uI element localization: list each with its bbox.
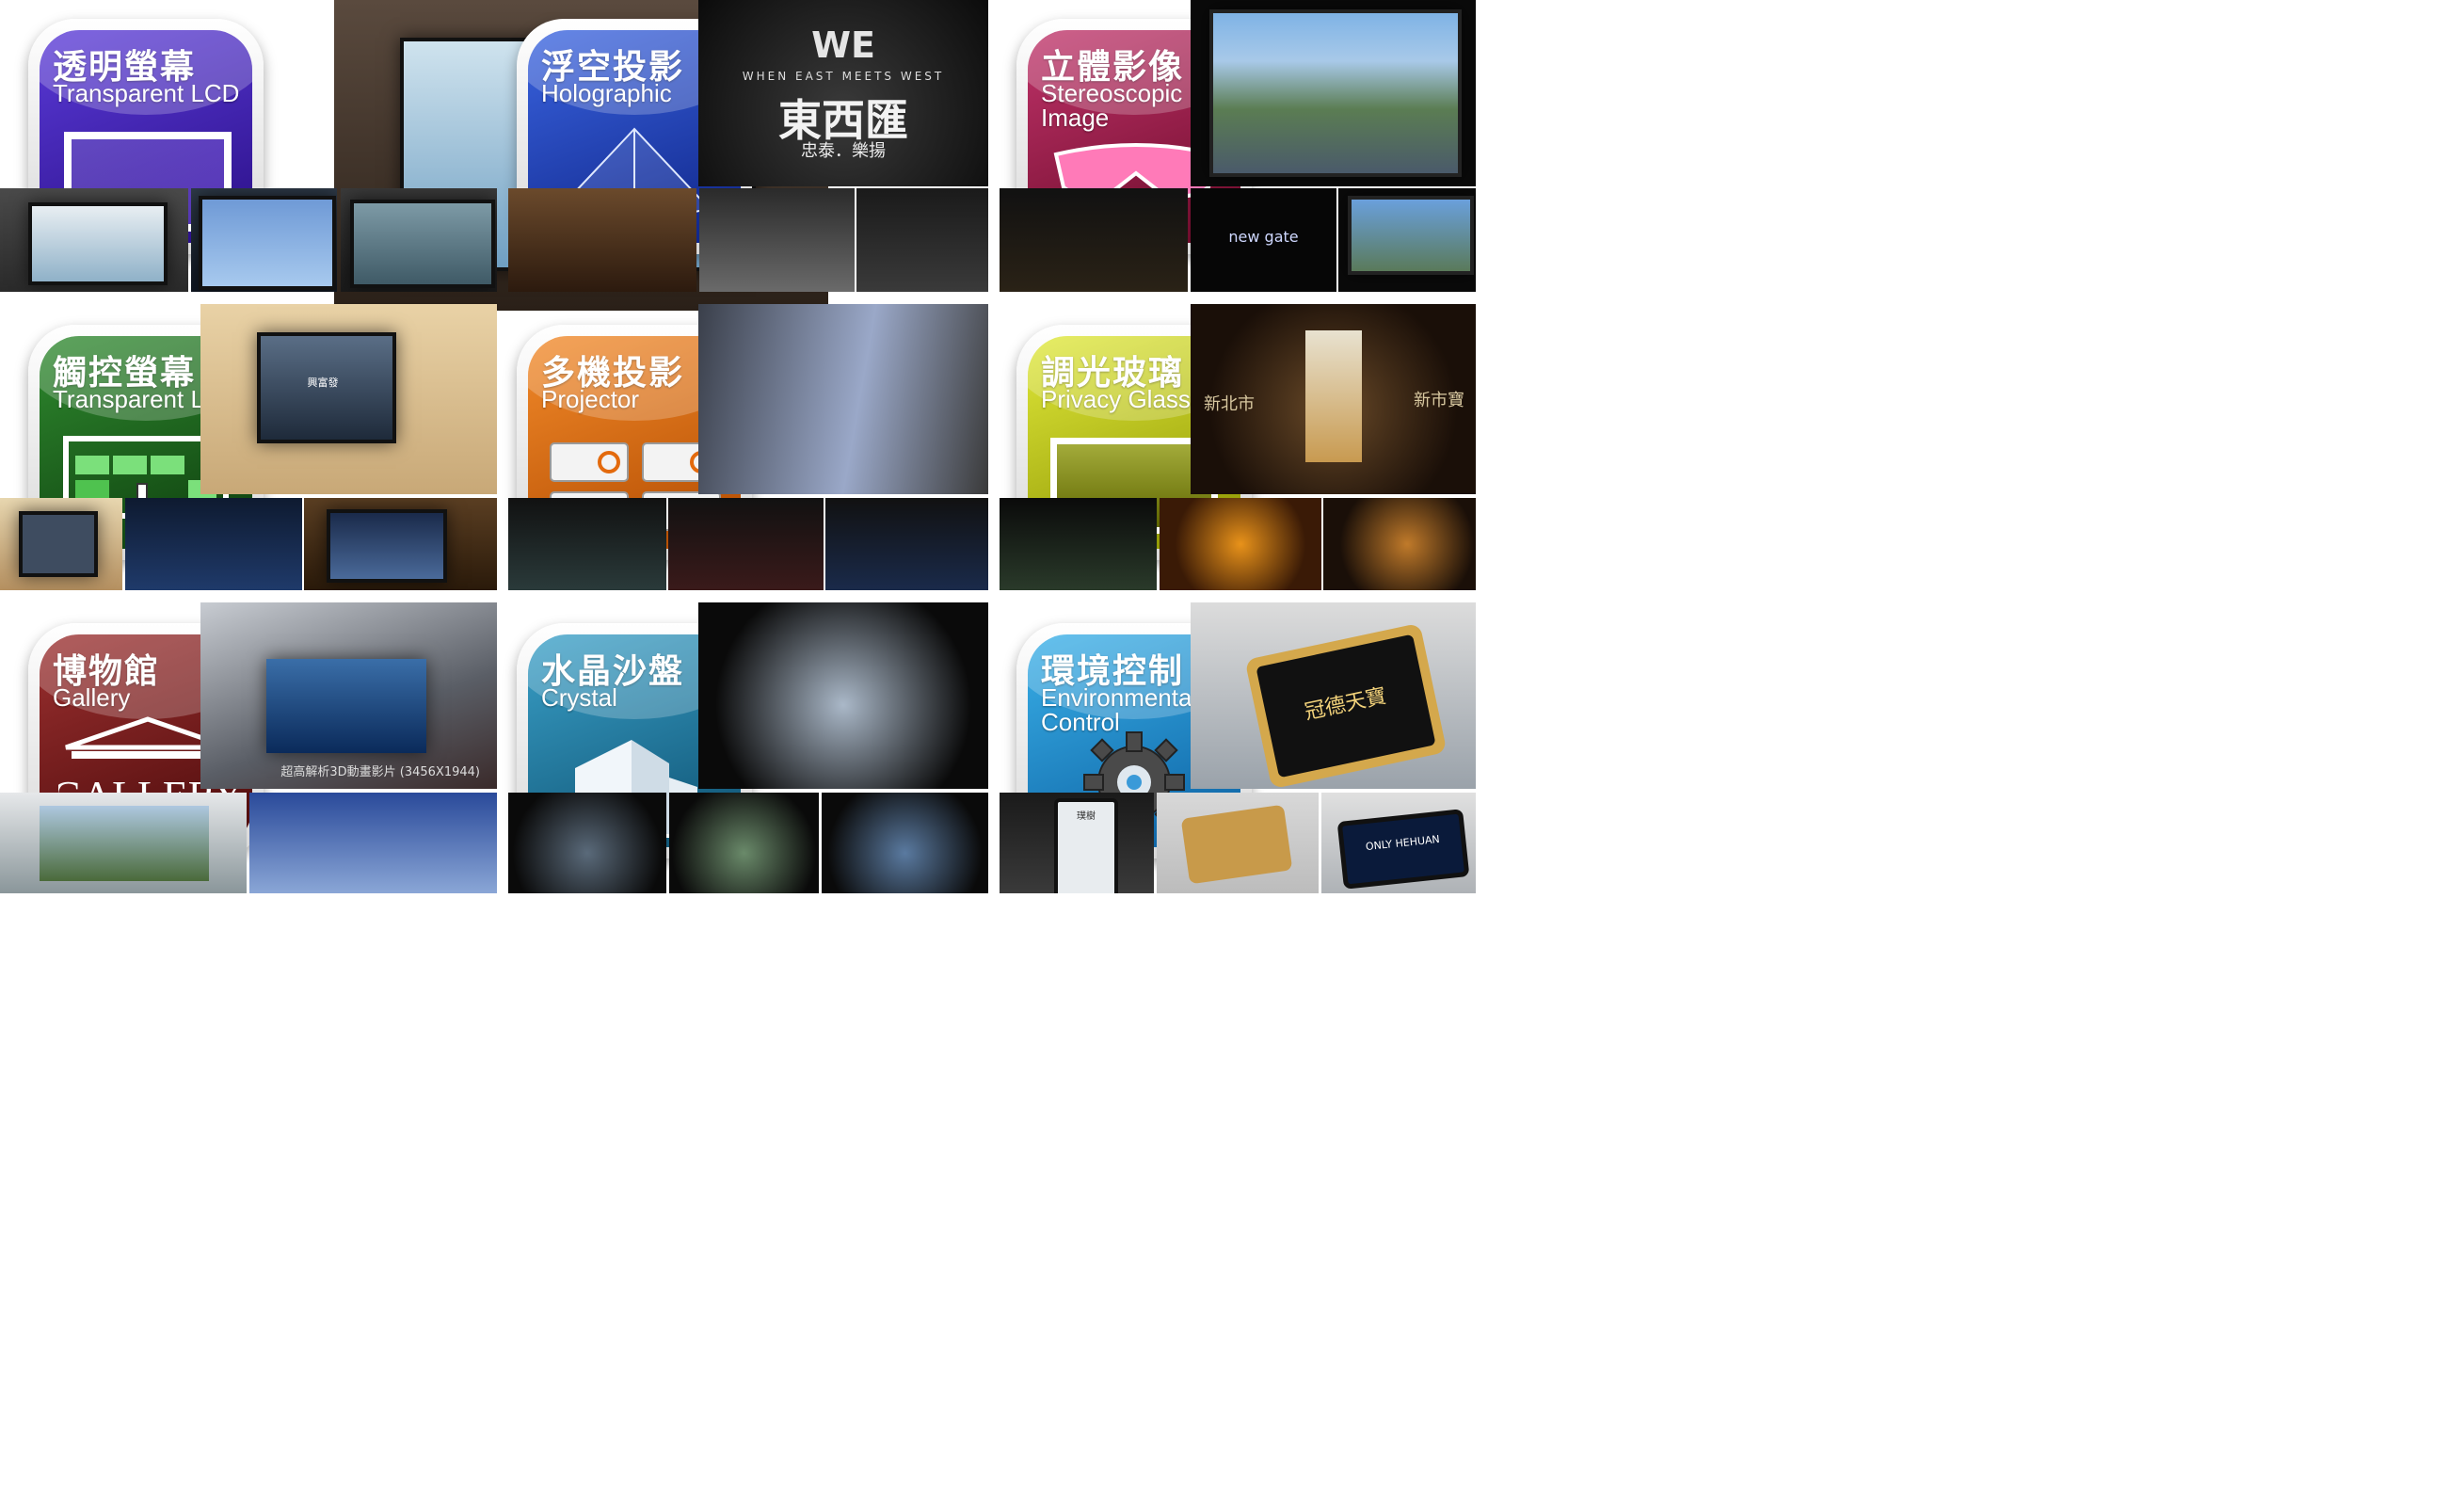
tile-title-zh: 調光玻璃 [1041,354,1185,393]
screen [350,200,495,288]
small-photo-crystal-3 [822,793,988,893]
tile-title-zh: 多機投影 [541,354,685,393]
ipad-frame: 冠德天寶 [1244,622,1448,789]
hologram-photo: WE WHEN EAST MEETS WEST 東西匯 忠泰．樂揚 [698,0,988,186]
small-photo-lcd-2 [191,188,337,292]
small-photo-crystal-2 [669,793,819,893]
small-photo-gallery-1 [0,793,247,893]
tile-title-en: Gallery [53,683,131,712]
small-photo-stereo-1 [1000,188,1188,292]
touch-wall-photo: 興富發 [200,304,497,494]
small-photo-env-3: ONLY HEHUAN [1321,793,1476,893]
small-photo-touch-3 [304,498,497,590]
small-photo-env-2 [1157,793,1319,893]
tile-title-zh: 博物館 [53,652,161,691]
small-photo-touch-1 [0,498,122,590]
hologram-subtitle: 忠泰．樂揚 [801,141,886,161]
tile-title-zh: 浮空投影 [541,48,685,87]
screen [257,332,396,443]
screen [19,511,98,577]
privacy-glass-photo: 新北市 新市寶 [1191,304,1476,494]
small-photo-holo-3 [856,188,988,292]
newgate-text: new gate [1228,228,1299,246]
screen [266,659,426,753]
small-photo-holo-2 [699,188,855,292]
tile-title-en: Transparent LCD [53,79,240,107]
hologram-title: 東西匯 [778,95,908,146]
tablet [1180,804,1293,885]
screen [199,196,336,290]
small-photo-lcd-1 [0,188,188,292]
tile-title-zh: 透明螢幕 [53,48,197,87]
hologram-tagline: WHEN EAST MEETS WEST [742,70,945,83]
small-photo-lcd-3 [341,188,497,292]
small-photo-holo-1 [508,188,696,292]
tablet: ONLY HEHUAN [1336,809,1470,890]
screen [40,806,209,881]
stereo-city-photo [1191,0,1476,186]
touch-brand: 興富發 [307,377,339,389]
projection-wall-photo [698,304,988,494]
building-model [1305,330,1362,462]
phone-brand: 璞樹 [1077,811,1096,822]
small-photo-projector-1 [508,498,666,590]
small-photo-gallery-2 [249,793,497,893]
tile-title-zh: 觸控螢幕 [53,354,197,393]
screen [327,509,447,583]
gallery-caption: 超高解析3D動畫影片 (3456X1944) [280,765,480,779]
small-photo-stereo-3 [1338,188,1476,292]
ipad-screen: 冠德天寶 [1256,634,1436,778]
tile-title-en: Environmental Control [1041,683,1198,736]
screen [28,202,168,285]
tile-title-en: Privacy Glass [1041,385,1191,413]
tile-title-en: Projector [541,385,640,413]
tablet-text: ONLY HEHUAN [1365,832,1441,854]
small-photo-stereo-2: new gate [1191,188,1336,292]
privacy-left-text: 新北市 [1204,394,1255,414]
tile-title-en: Stereoscopic Image [1041,79,1183,132]
small-photo-privacy-3 [1323,498,1476,590]
screen [1209,9,1462,177]
crystal-table-photo [698,602,988,789]
gallery-shark-photo: 超高解析3D動畫影片 (3456X1944) [200,602,497,789]
privacy-right-text: 新市寶 [1414,391,1464,410]
tile-title-zh: 立體影像 [1041,48,1185,87]
tile-title-en: Holographic [541,79,672,107]
tile-title-en: Crystal [541,683,617,712]
small-photo-env-1: 璞樹 [1000,793,1154,893]
tile-title-zh: 環境控制 [1041,652,1185,691]
small-photo-privacy-1 [1000,498,1157,590]
phone: 璞樹 [1054,798,1118,893]
small-photo-projector-2 [668,498,824,590]
ipad-control-photo: 冠德天寶 [1191,602,1476,789]
small-photo-touch-2 [125,498,302,590]
small-photo-projector-3 [825,498,988,590]
hologram-logo: WE [811,24,875,66]
small-photo-crystal-1 [508,793,666,893]
screen [1348,196,1474,275]
tile-title-zh: 水晶沙盤 [541,652,685,691]
small-photo-privacy-2 [1160,498,1321,590]
ipad-title: 冠德天寶 [1303,684,1389,725]
